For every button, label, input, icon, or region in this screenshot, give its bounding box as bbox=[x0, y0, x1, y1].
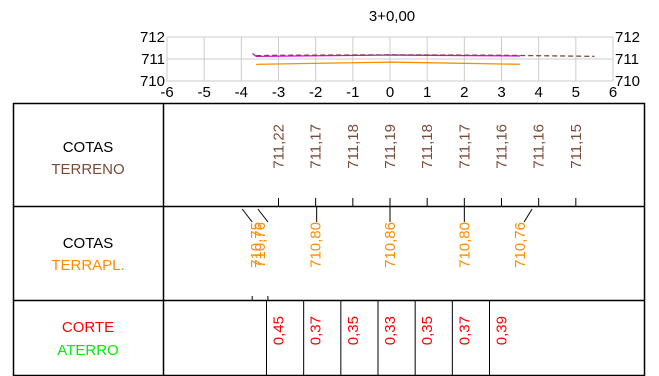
y-tick-label-right: 711 bbox=[615, 51, 639, 68]
terrapl-value: 710,75 bbox=[248, 222, 265, 268]
y-tick-label-left: 712 bbox=[140, 29, 165, 46]
corte-label-line2: ATERRO bbox=[57, 342, 118, 359]
y-tick-label-left: 711 bbox=[141, 51, 165, 68]
terreno-label-line2: TERRENO bbox=[51, 161, 124, 178]
terrapl-value: 710,80 bbox=[456, 222, 473, 268]
terreno-value: 711,18 bbox=[419, 124, 436, 169]
terrapl-label-line2: TERRAPL. bbox=[51, 257, 124, 274]
x-tick-label: -2 bbox=[309, 84, 322, 101]
y-tick-label-right: 712 bbox=[615, 29, 640, 46]
corte-value: 0,33 bbox=[382, 316, 399, 345]
terreno-value: 711,15 bbox=[568, 124, 585, 169]
x-tick-label: 2 bbox=[460, 84, 468, 101]
corte-value: 0,37 bbox=[308, 316, 325, 345]
x-tick-label: 5 bbox=[572, 84, 580, 101]
y-tick-label-right: 710 bbox=[615, 73, 640, 90]
y-tick-label-left: 710 bbox=[140, 73, 165, 90]
y-tick-labels-right: 712 711 710 bbox=[615, 29, 640, 90]
terrapl-value: 710,80 bbox=[308, 222, 325, 268]
x-tick-label: -4 bbox=[235, 84, 248, 101]
terreno-value: 711,16 bbox=[494, 124, 511, 169]
terreno-value: 711,19 bbox=[382, 124, 399, 169]
profile-chart: -6 -5 -4 -3 -2 -1 0 1 2 3 4 5 6 712 711 710 712 711 710 bbox=[140, 29, 640, 101]
x-tick-label: 4 bbox=[534, 84, 542, 101]
y-tick-labels-left: 712 711 710 bbox=[140, 29, 165, 90]
terrapl-label-line1: COTAS bbox=[63, 235, 114, 252]
terrapl-value: 710,86 bbox=[382, 222, 399, 268]
terreno-value: 711,17 bbox=[308, 124, 325, 169]
corte-value: 0,45 bbox=[271, 316, 288, 345]
terrapl-leader-6 bbox=[523, 208, 533, 223]
x-tick-labels: -6 -5 -4 -3 -2 -1 0 1 2 3 4 5 6 bbox=[160, 84, 617, 101]
x-tick-label: 3 bbox=[497, 84, 505, 101]
corte-values: 0,45 0,37 0,35 0,33 0,35 0,37 0,39 bbox=[266, 301, 511, 375]
terreno-value: 711,17 bbox=[456, 124, 473, 169]
x-tick-label: 0 bbox=[386, 84, 394, 101]
series-line-embankment bbox=[256, 61, 521, 66]
terreno-value: 711,22 bbox=[271, 124, 288, 169]
terrapl-leader-1 bbox=[241, 208, 253, 223]
corte-value: 0,35 bbox=[419, 316, 436, 345]
x-tick-label: 6 bbox=[609, 84, 617, 101]
x-tick-label: 1 bbox=[423, 84, 431, 101]
x-tick-label: -1 bbox=[346, 84, 359, 101]
x-tick-label: -3 bbox=[272, 84, 285, 101]
terrapl-value: 710,76 bbox=[252, 222, 269, 268]
terrapl-value: 710,76 bbox=[512, 222, 529, 268]
x-tick-label: -5 bbox=[197, 84, 210, 101]
corte-value: 0,39 bbox=[494, 316, 511, 345]
corte-label-line1: CORTE bbox=[62, 319, 114, 336]
terreno-values: 711,22 711,17 711,18 711,19 711,18 711,17 711,… bbox=[271, 124, 585, 206]
section-title: 3+0,00 bbox=[369, 8, 415, 25]
corte-value: 0,35 bbox=[345, 316, 362, 345]
corte-value: 0,37 bbox=[456, 316, 473, 345]
terreno-value: 711,18 bbox=[345, 124, 362, 169]
terrapl-leader-2 bbox=[257, 208, 269, 223]
plot-grid bbox=[166, 36, 614, 82]
terreno-label-line1: COTAS bbox=[63, 139, 114, 156]
series-line-terrain bbox=[256, 54, 595, 58]
profile-series bbox=[252, 52, 595, 66]
x-tick-label: -6 bbox=[160, 84, 173, 101]
terreno-value: 711,16 bbox=[531, 124, 548, 169]
elevation-table: COTAS TERRENO COTAS TERRAPL. CORTE ATERR… bbox=[12, 102, 646, 376]
